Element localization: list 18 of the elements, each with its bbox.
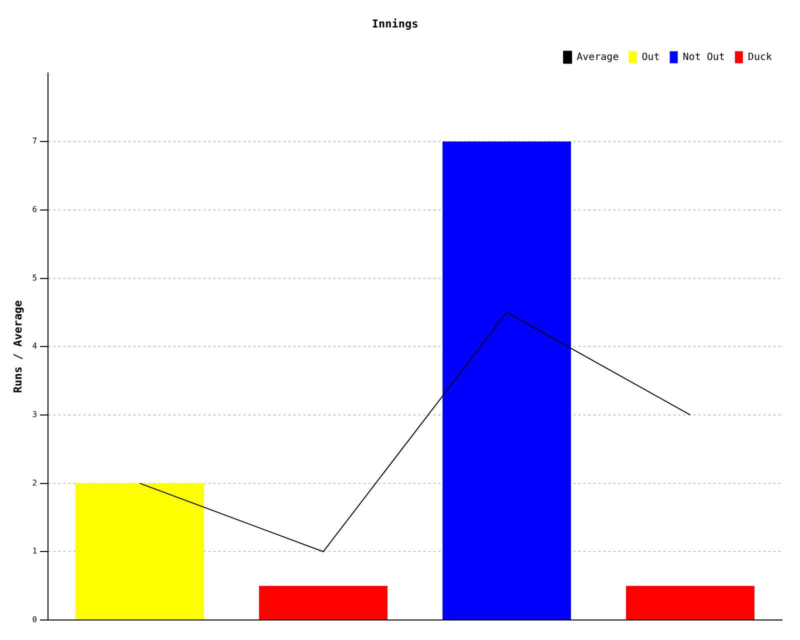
y-tick-label: 6 [32,204,38,214]
y-tick-label: 0 [32,615,38,624]
y-tick-label: 5 [32,273,38,282]
legend-label: Average [576,52,619,63]
bar [442,142,571,620]
y-tick-label: 2 [32,478,38,488]
legend-label: Out [642,52,660,63]
bar [626,586,754,620]
y-tick-label: 4 [32,342,38,351]
y-tick-label: 7 [32,136,38,146]
y-axis-title: Runs / Average [11,300,24,393]
chart-title: Innings [372,17,418,30]
legend-label: Duck [748,52,772,63]
bar [259,586,388,620]
bar [76,483,204,620]
y-tick-label: 1 [32,546,38,556]
y-tick-label: 3 [32,410,38,420]
legend-label: Not Out [682,52,725,63]
